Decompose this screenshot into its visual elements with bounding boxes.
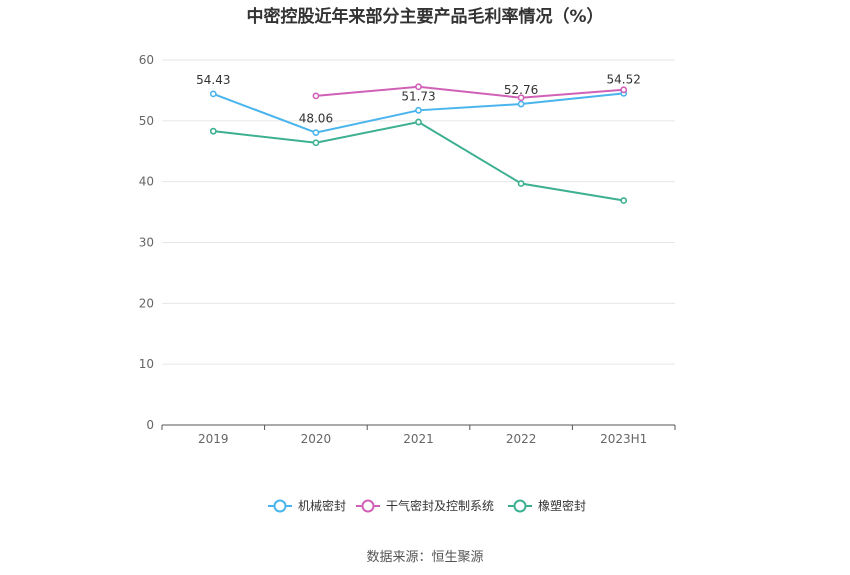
series-line (213, 120, 624, 202)
legend-item: 橡塑密封 (508, 498, 586, 513)
data-point (415, 118, 422, 126)
data-point (312, 92, 320, 100)
data-label: 54.43 (196, 73, 230, 87)
y-tick-label: 40 (139, 175, 154, 189)
x-tick-label: 2022 (506, 432, 537, 446)
axes: 0 10 20 30 40 50 60 2019 2020 2021 2022 2023H1 (139, 53, 676, 446)
data-label: 52.76 (504, 83, 538, 97)
legend-label: 机械密封 (298, 498, 346, 513)
legend-label: 干气密封及控制系统 (386, 498, 494, 513)
x-tick-label: 2019 (198, 432, 229, 446)
x-tick-label: 2020 (301, 432, 332, 446)
data-point (415, 106, 422, 114)
legend-marker (513, 499, 527, 513)
data-label: 48.06 (299, 112, 333, 126)
x-tick-label: 2021 (403, 432, 434, 446)
x-tick-label: 2023H1 (600, 432, 647, 446)
y-tick-label: 20 (139, 296, 154, 310)
data-point (517, 100, 525, 108)
y-tick-label: 10 (139, 357, 154, 371)
series-line (315, 85, 624, 99)
data-label: 51.73 (401, 89, 435, 103)
legend-label: 橡塑密封 (538, 498, 586, 513)
data-point (620, 197, 628, 204)
legend-item: 机械密封 (268, 498, 346, 513)
series-lines (209, 83, 628, 204)
data-point (517, 180, 525, 187)
data-point (312, 139, 320, 147)
data-point (209, 127, 217, 135)
chart-title: 中密控股近年来部分主要产品毛利率情况（%） (246, 7, 604, 27)
y-tick-label: 60 (139, 53, 154, 67)
legend: 机械密封 干气密封及控制系统 橡塑密封 (268, 498, 586, 513)
y-tick-label: 0 (146, 418, 154, 432)
legend-marker (273, 499, 287, 513)
y-tick-label: 30 (139, 236, 154, 250)
data-labels: 54.43 48.06 51.73 52.76 54.52 (196, 72, 641, 125)
data-point (517, 94, 525, 102)
data-point (415, 83, 422, 91)
y-tick-label: 50 (139, 114, 154, 128)
grid-lines (162, 59, 675, 365)
data-source: 数据来源：恒生聚源 (366, 550, 484, 565)
data-label: 54.52 (607, 72, 641, 86)
data-point (209, 90, 217, 98)
data-point (312, 129, 320, 137)
legend-item: 干气密封及控制系统 (356, 498, 494, 513)
data-point (620, 86, 628, 94)
legend-marker (361, 499, 375, 513)
